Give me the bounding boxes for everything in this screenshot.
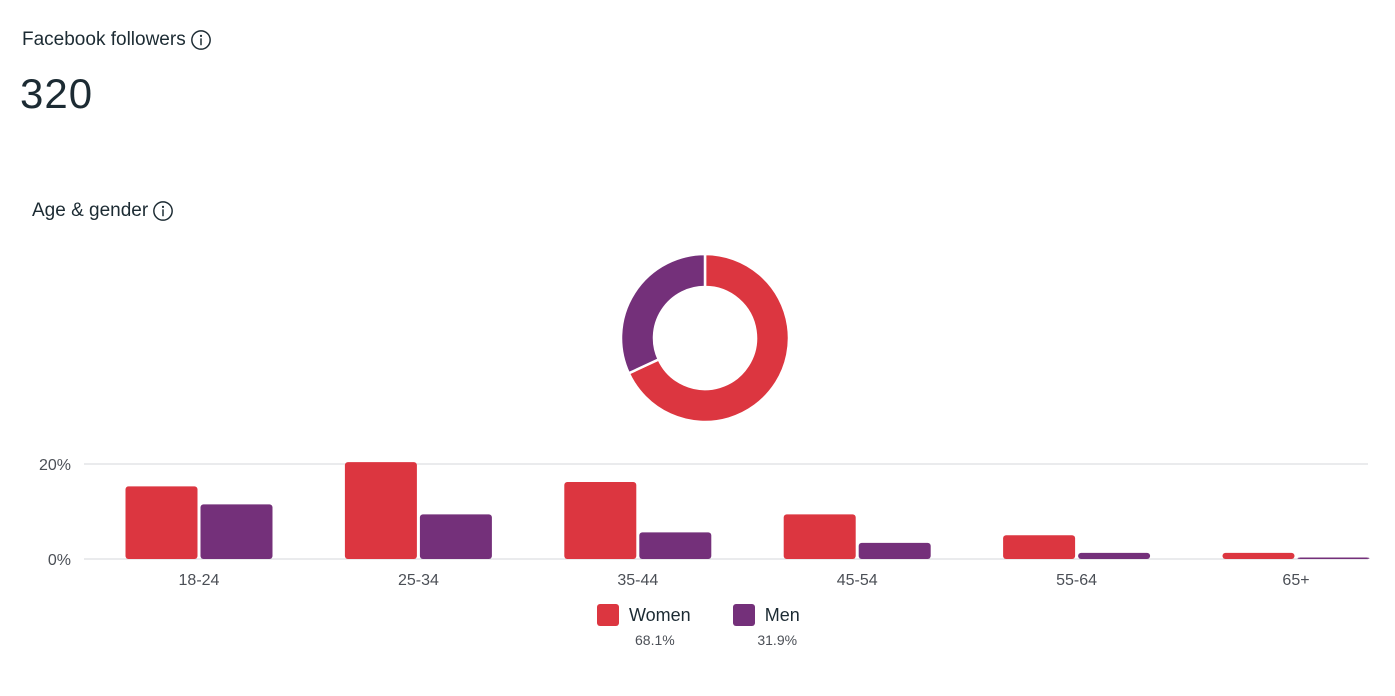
chart-gridlines (84, 463, 1368, 560)
y-tick-label: 20% (39, 457, 71, 474)
donut-slice-women[interactable] (627, 252, 791, 424)
legend-pct-men: 31.9% (757, 632, 798, 648)
bar-women-18-24[interactable] (125, 486, 198, 559)
y-tick-label: 0% (48, 552, 71, 569)
section-title: Age & gender (32, 200, 149, 221)
x-tick-label: 45-54 (837, 572, 878, 589)
chart-legend: Women 68.1% Men 31.9% (597, 604, 800, 648)
bar-men-35-44[interactable] (639, 532, 712, 559)
legend-item-men[interactable]: Men 31.9% (732, 604, 800, 648)
followers-count: 320 (20, 70, 94, 117)
bar-women-25-34[interactable] (344, 462, 417, 559)
age-bars (125, 462, 1370, 560)
legend-pct-women: 68.1% (635, 632, 675, 648)
x-tick-label: 65+ (1282, 572, 1309, 589)
x-tick-label: 25-34 (398, 572, 439, 589)
bar-men-65+[interactable] (1297, 557, 1370, 560)
legend-item-women[interactable]: Women 68.1% (597, 604, 691, 648)
y-axis-labels: 0% 20% (39, 457, 71, 569)
x-tick-label: 55-64 (1056, 572, 1097, 589)
legend-label-women: Women (629, 604, 691, 625)
x-axis-labels: 18-24 25-34 35-44 45-54 55-64 65+ (179, 572, 1310, 589)
info-icon[interactable] (190, 29, 212, 51)
legend-label-men: Men (764, 604, 800, 625)
age-gender-header: Age & gender (32, 200, 174, 222)
bar-women-45-54[interactable] (783, 514, 856, 559)
gender-donut (619, 252, 791, 424)
legend-swatch-men (732, 604, 755, 626)
info-icon[interactable] (152, 200, 174, 222)
bar-women-55-64[interactable] (1003, 535, 1076, 559)
bar-women-65+[interactable] (1222, 552, 1295, 559)
bar-men-25-34[interactable] (419, 514, 492, 559)
bar-men-18-24[interactable] (200, 504, 273, 559)
followers-header: Facebook followers (22, 29, 212, 51)
bar-men-55-64[interactable] (1078, 552, 1151, 559)
bar-men-45-54[interactable] (858, 542, 931, 559)
legend-swatch-women (597, 604, 619, 626)
x-tick-label: 35-44 (617, 572, 658, 589)
bar-women-35-44[interactable] (564, 482, 637, 559)
donut-slice-men[interactable] (619, 252, 707, 375)
x-tick-label: 18-24 (179, 572, 220, 589)
page-title: Facebook followers (22, 29, 186, 50)
